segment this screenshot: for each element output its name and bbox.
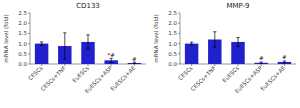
error-bar [86, 35, 89, 49]
x-tick-label: EuESCs [221, 65, 240, 84]
y-tick-label: 0.0 [168, 61, 177, 67]
error-cap [40, 41, 43, 42]
y-tick-label: 2.5 [168, 10, 177, 16]
annotation: # [259, 55, 264, 61]
x-tick-label: EuESCs [71, 65, 90, 84]
y-axis-label: mRNA level (fold) [3, 14, 9, 62]
error-cap [190, 45, 193, 46]
x-tick [191, 64, 192, 66]
y-tick-label: 2.0 [18, 20, 27, 26]
y-tick-label: 1.5 [168, 30, 177, 36]
x-tick [64, 64, 65, 66]
y-tick-label: 0.5 [168, 51, 177, 57]
bar [35, 44, 48, 64]
error-cap [110, 58, 113, 59]
error-bar [110, 58, 113, 62]
error-bar [213, 32, 216, 48]
y-axis-label: mRNA level (fold) [153, 14, 159, 62]
error-cap [260, 61, 263, 62]
marks [185, 32, 291, 64]
x-tick [261, 64, 262, 66]
error-cap [110, 62, 113, 63]
title: MMP-9 [226, 2, 249, 10]
y-tick-label: 0.0 [18, 61, 27, 67]
y-tick-label: 1.5 [18, 30, 27, 36]
bar [128, 63, 141, 64]
error-cap [260, 63, 263, 64]
error-cap [213, 47, 216, 48]
x-tick [88, 64, 89, 66]
bar [254, 63, 267, 64]
error-bar [63, 33, 66, 60]
error-line [88, 35, 89, 49]
x-tick [111, 64, 112, 66]
error-cap [236, 37, 239, 38]
bar [185, 44, 198, 64]
x-tick [41, 64, 42, 66]
marks [35, 33, 141, 64]
error-line [64, 33, 65, 60]
x-tick [134, 64, 135, 66]
error-cap [236, 46, 239, 47]
x-tick-label: CESCs [177, 65, 194, 82]
x-tick [284, 64, 285, 66]
error-bar [283, 61, 286, 63]
x-tick-label: EuESCs+AE [109, 64, 137, 92]
error-cap [283, 60, 286, 61]
y-tick-label: 0.5 [18, 51, 27, 57]
error-line [191, 42, 192, 45]
x-tick-label: CESCs+TNF [39, 65, 66, 92]
figure: CD133 mRNA level (fold) 0.0 0.5 1.0 1.5 2.0 2.5… [0, 0, 300, 108]
title: CD133 [76, 2, 100, 10]
error-line [111, 58, 112, 62]
panel: CD133 mRNA level (fold) 0.0 0.5 1.0 1.5 2.0 2.5… [3, 2, 146, 94]
error-cap [213, 31, 216, 32]
y-tick-label: 1.0 [18, 41, 27, 47]
annotation: # [282, 54, 287, 60]
y-axis-line [180, 13, 181, 64]
y-tick-label: 1.0 [168, 41, 177, 47]
x-tick-label: CESCs [27, 65, 44, 82]
error-cap [86, 34, 89, 35]
error-cap [40, 45, 43, 46]
y-tick-label: 2.5 [18, 10, 27, 16]
error-cap [63, 59, 66, 60]
error-bar [40, 42, 43, 45]
error-bar [133, 62, 136, 64]
error-line [214, 32, 215, 48]
x-tick-label: EuESCs+ASP [234, 64, 264, 94]
error-cap [133, 62, 136, 63]
error-cap [283, 62, 286, 63]
error-cap [86, 49, 89, 50]
error-line [41, 42, 42, 45]
x-tick [238, 64, 239, 66]
annotation: *# [108, 52, 116, 58]
y-tick-label: 2.0 [168, 20, 177, 26]
error-cap [190, 42, 193, 43]
error-bar [260, 62, 263, 64]
x-tick-label: CESCs+TNF [189, 65, 216, 92]
error-line [238, 37, 239, 46]
error-cap [63, 32, 66, 33]
x-tick-label: EuESCs+ASP [84, 64, 114, 94]
annotation: # [132, 56, 137, 62]
error-bar [236, 37, 239, 46]
error-bar [190, 42, 193, 45]
panel: MMP-9 mRNA level (fold) 0.0 0.5 1.0 1.5 2.0 2.5… [153, 2, 296, 94]
error-cap [133, 63, 136, 64]
x-tick-label: EuESCs+AE [259, 64, 287, 92]
x-tick [214, 64, 215, 66]
y-axis-line [30, 13, 31, 64]
